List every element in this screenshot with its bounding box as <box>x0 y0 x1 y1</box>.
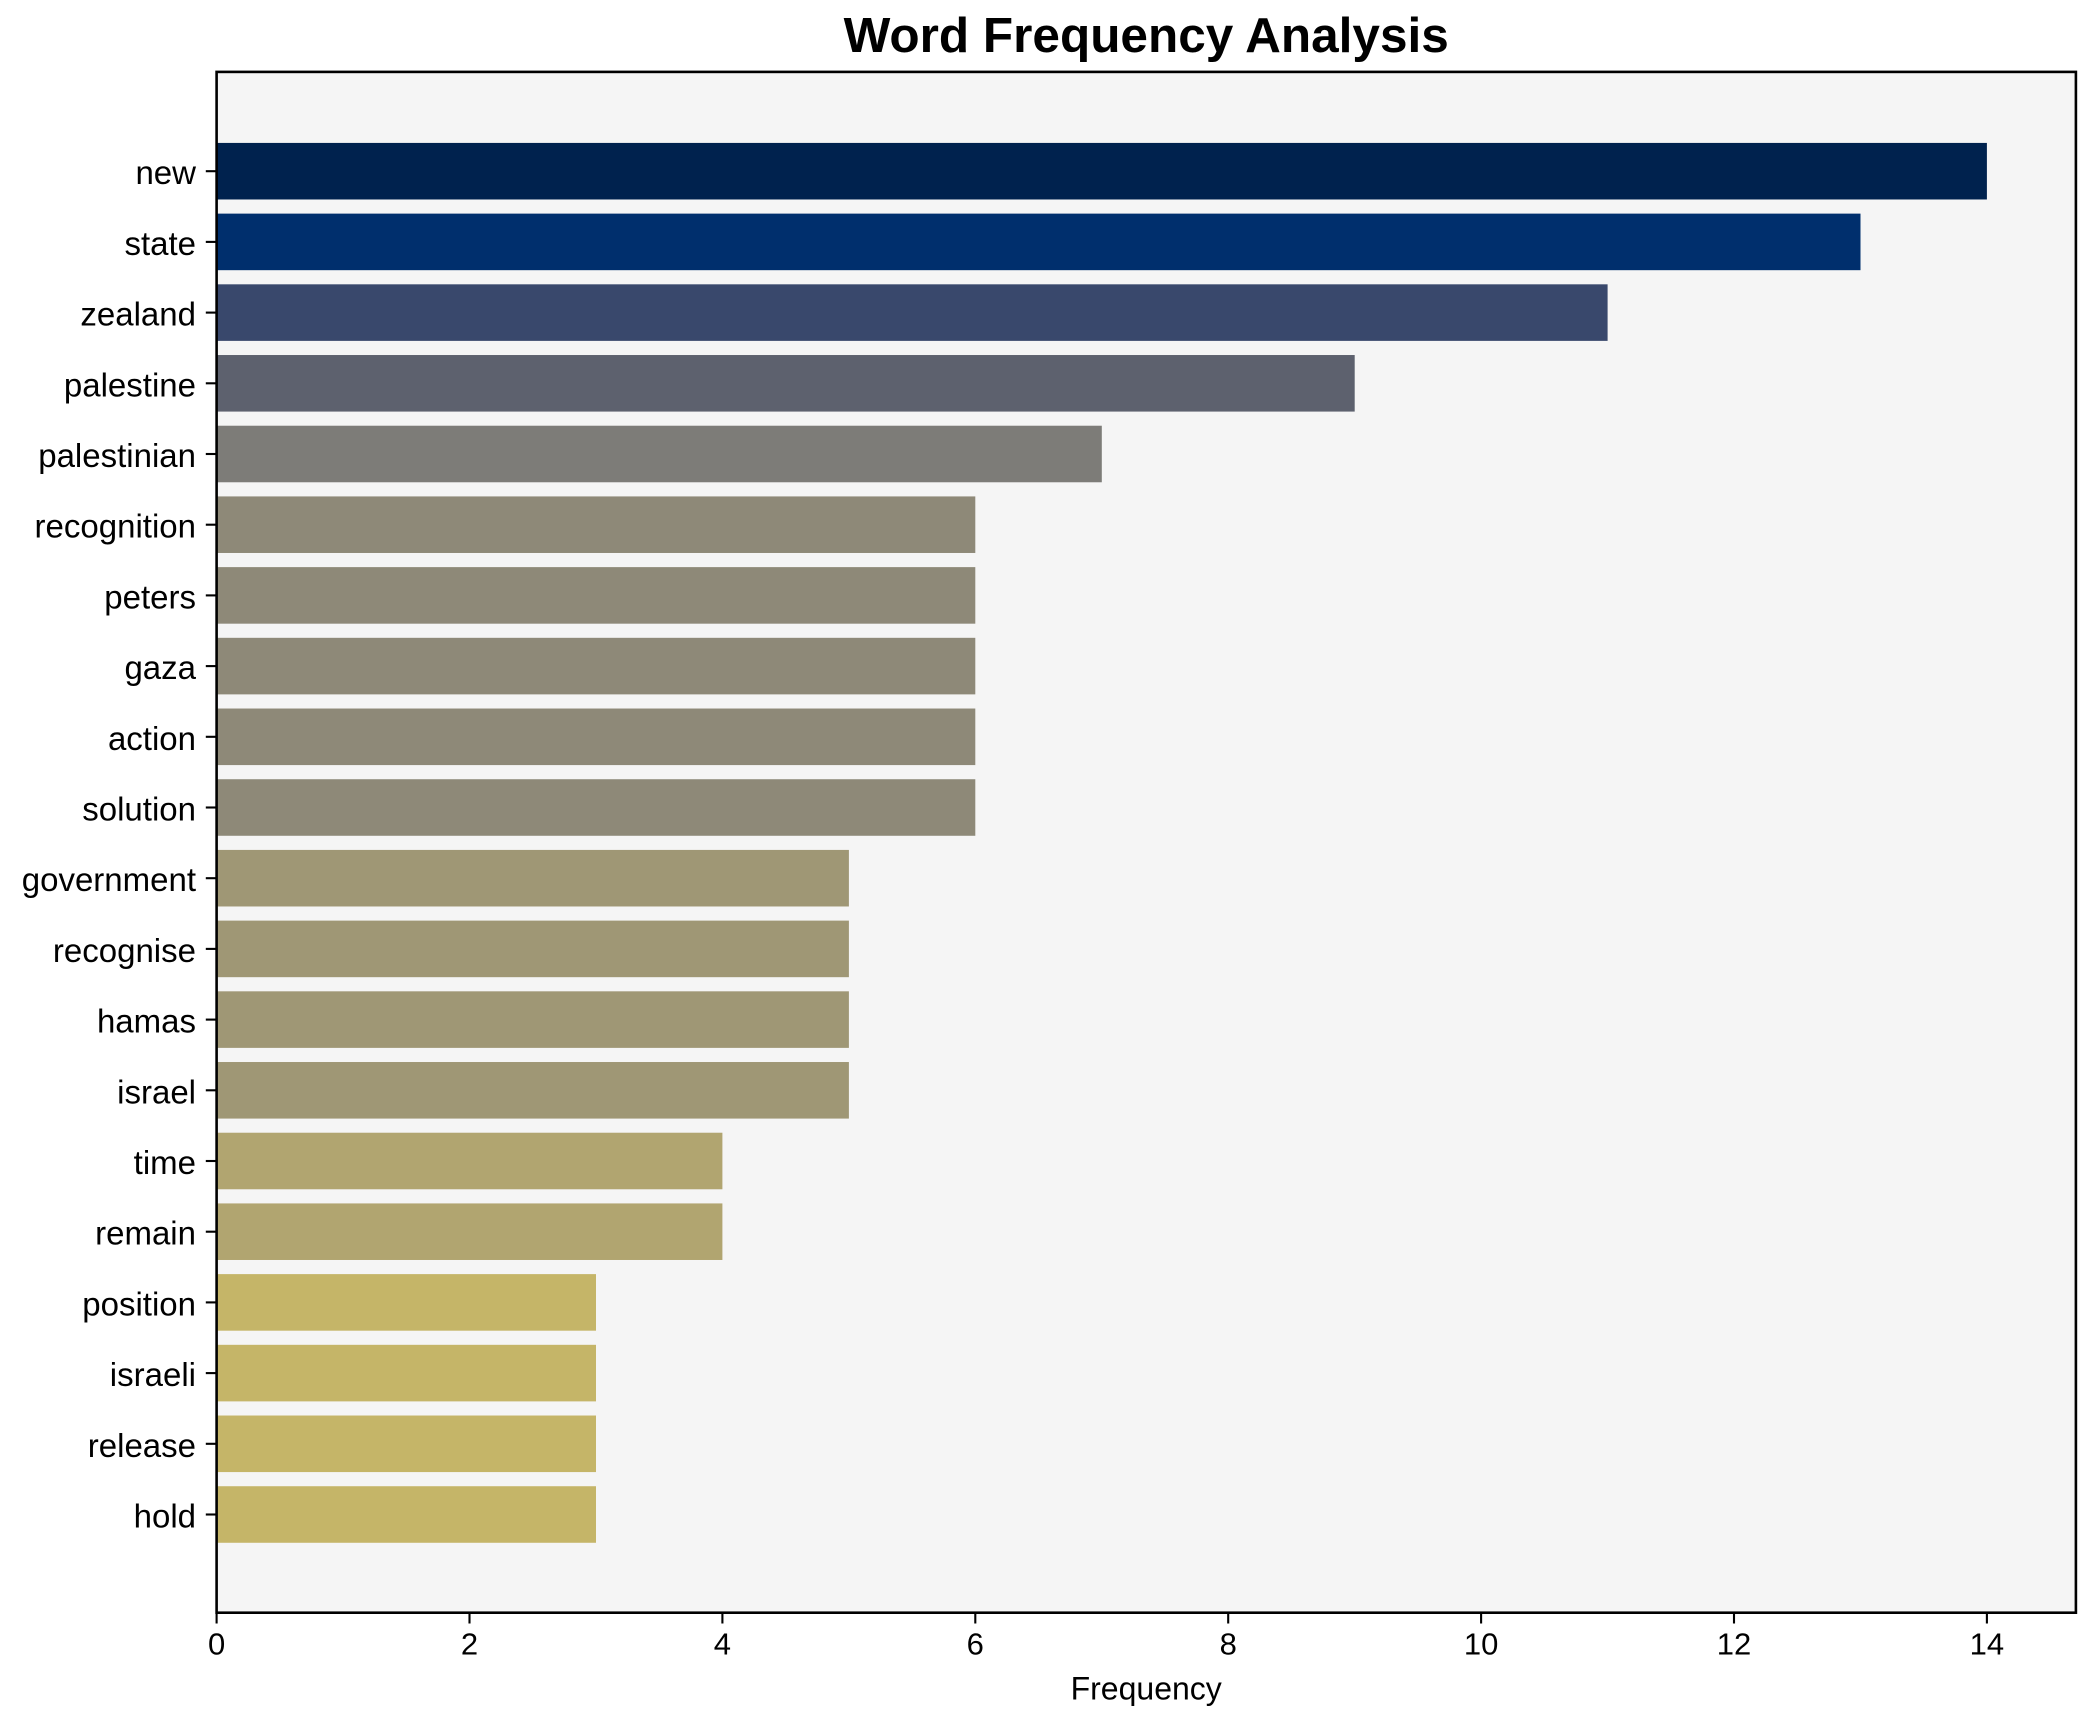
svg-text:10: 10 <box>1464 1627 1498 1662</box>
svg-text:solution: solution <box>82 791 196 828</box>
svg-text:remain: remain <box>95 1215 196 1252</box>
svg-text:release: release <box>88 1427 196 1464</box>
svg-text:state: state <box>124 225 196 262</box>
svg-text:14: 14 <box>1970 1627 2004 1662</box>
svg-text:time: time <box>134 1144 196 1181</box>
svg-text:0: 0 <box>208 1627 225 1662</box>
svg-text:recognition: recognition <box>35 508 196 545</box>
svg-text:government: government <box>22 861 196 898</box>
svg-text:12: 12 <box>1717 1627 1751 1662</box>
svg-text:Word Frequency Analysis: Word Frequency Analysis <box>844 8 1449 63</box>
svg-text:8: 8 <box>1220 1627 1237 1662</box>
svg-text:israel: israel <box>117 1073 196 1110</box>
svg-text:israeli: israeli <box>110 1356 196 1393</box>
svg-text:2: 2 <box>461 1627 478 1662</box>
svg-text:action: action <box>108 720 196 757</box>
svg-text:zealand: zealand <box>80 296 196 333</box>
svg-text:recognise: recognise <box>53 932 196 969</box>
svg-text:position: position <box>82 1285 196 1322</box>
svg-text:gaza: gaza <box>124 649 196 686</box>
svg-text:palestinian: palestinian <box>38 437 196 474</box>
svg-text:hold: hold <box>134 1498 196 1535</box>
svg-text:peters: peters <box>104 578 196 615</box>
svg-text:Frequency: Frequency <box>1071 1670 1222 1706</box>
svg-text:6: 6 <box>967 1627 984 1662</box>
svg-text:hamas: hamas <box>97 1003 196 1040</box>
svg-text:4: 4 <box>714 1627 731 1662</box>
svg-text:palestine: palestine <box>64 366 196 403</box>
svg-text:new: new <box>135 154 196 191</box>
